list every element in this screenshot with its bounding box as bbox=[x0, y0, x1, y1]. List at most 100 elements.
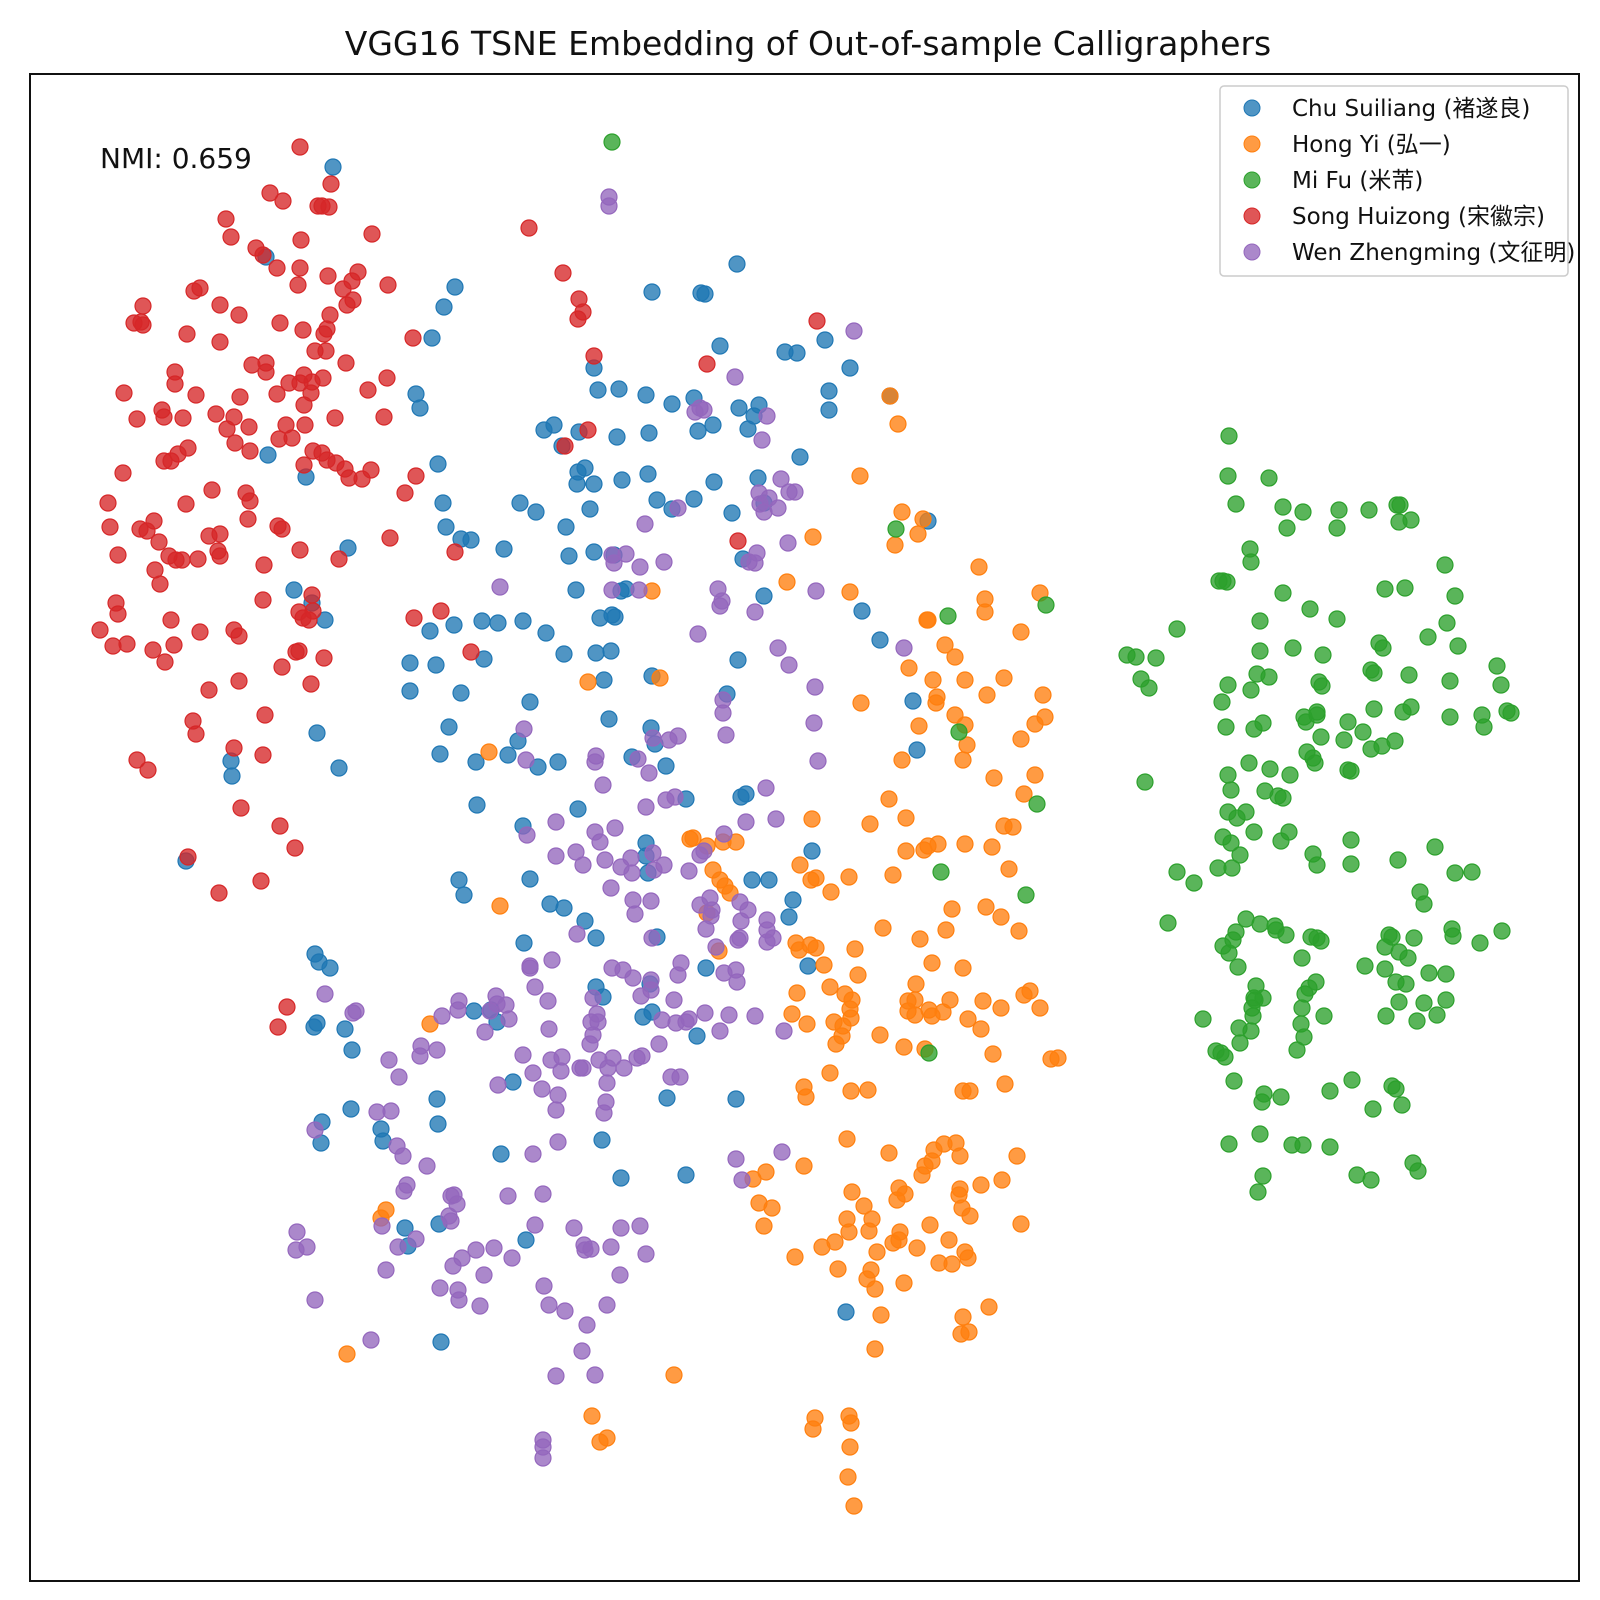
scatter-point bbox=[809, 752, 827, 770]
scatter-point bbox=[1293, 949, 1311, 967]
scatter-point bbox=[806, 678, 824, 696]
scatter-point bbox=[940, 1231, 958, 1249]
scatter-point bbox=[375, 408, 393, 426]
scatter-point bbox=[1219, 676, 1237, 694]
scatter-point bbox=[943, 900, 961, 918]
scatter-point bbox=[429, 1115, 447, 1133]
scatter-point bbox=[640, 424, 658, 442]
scatter-point bbox=[1307, 973, 1325, 991]
scatter-point bbox=[786, 483, 804, 501]
scatter-point bbox=[187, 725, 205, 743]
scatter-point bbox=[769, 639, 787, 657]
scatter-point bbox=[1383, 1077, 1401, 1095]
scatter-point bbox=[956, 671, 974, 689]
scatter-point bbox=[637, 798, 655, 816]
scatter-point bbox=[636, 515, 654, 533]
scatter-point bbox=[576, 912, 594, 930]
scatter-point bbox=[405, 609, 423, 627]
legend-marker bbox=[1243, 135, 1261, 153]
scatter-point bbox=[978, 686, 996, 704]
scatter-point bbox=[628, 1049, 646, 1067]
scatter-point bbox=[1251, 612, 1269, 630]
scatter-point bbox=[1261, 760, 1279, 778]
scatter-point bbox=[788, 984, 806, 1002]
scatter-point bbox=[421, 622, 439, 640]
scatter-point bbox=[568, 475, 586, 493]
scatter-point bbox=[1037, 596, 1055, 614]
scatter-point bbox=[605, 554, 623, 572]
scatter-point bbox=[946, 648, 964, 666]
scatter-point bbox=[241, 492, 259, 510]
legend-marker bbox=[1243, 171, 1261, 189]
scatter-point bbox=[778, 573, 796, 591]
scatter-point bbox=[1266, 917, 1284, 935]
scatter-point bbox=[1251, 642, 1269, 660]
scatter-point bbox=[889, 415, 907, 433]
scatter-point bbox=[222, 228, 240, 246]
scatter-point bbox=[954, 1082, 972, 1100]
scatter-point bbox=[773, 1143, 791, 1161]
scatter-point bbox=[884, 1234, 902, 1252]
scatter-point bbox=[895, 1038, 913, 1056]
scatter-point bbox=[645, 861, 663, 879]
scatter-point bbox=[1376, 960, 1394, 978]
scatter-point bbox=[503, 1249, 521, 1267]
scatter-point bbox=[757, 779, 775, 797]
scatter-point bbox=[1219, 467, 1237, 485]
scatter-point bbox=[1283, 1136, 1301, 1154]
scatter-point bbox=[380, 1051, 398, 1069]
scatter-point bbox=[257, 363, 275, 381]
legend: Chu Suiliang (褚遂良) Hong Yi (弘一) Mi Fu (米芾)… bbox=[1219, 85, 1575, 277]
legend-label: Chu Suiliang (褚遂良) bbox=[1292, 96, 1530, 122]
scatter-point bbox=[291, 541, 309, 559]
scatter-point bbox=[608, 428, 626, 446]
scatter-point bbox=[791, 448, 809, 466]
scatter-point bbox=[569, 800, 587, 818]
scatter-point bbox=[586, 1366, 604, 1384]
scatter-point bbox=[783, 1005, 801, 1023]
scatter-point bbox=[651, 669, 669, 687]
scatter-point bbox=[549, 1086, 567, 1104]
scatter-point bbox=[231, 388, 249, 406]
legend-label: Hong Yi (弘一) bbox=[1292, 132, 1451, 158]
scatter-point bbox=[487, 987, 505, 1005]
scatter-point bbox=[640, 764, 658, 782]
scatter-point bbox=[1312, 728, 1330, 746]
scatter-point bbox=[114, 464, 132, 482]
scatter-point bbox=[757, 1163, 775, 1181]
scatter-point bbox=[294, 321, 312, 339]
scatter-point bbox=[1242, 681, 1260, 699]
scatter-point bbox=[557, 518, 575, 536]
scatter-point bbox=[306, 1291, 324, 1309]
scatter-point bbox=[1391, 496, 1409, 514]
scatter-point bbox=[445, 616, 463, 634]
scatter-point bbox=[362, 461, 380, 479]
scatter-point bbox=[893, 503, 911, 521]
scatter-point bbox=[547, 1101, 565, 1119]
scatter-point bbox=[1219, 766, 1237, 784]
scatter-point bbox=[1222, 834, 1240, 852]
scatter-point bbox=[1229, 958, 1247, 976]
scatter-point bbox=[428, 1090, 446, 1108]
scatter-point bbox=[252, 872, 270, 890]
scatter-point bbox=[658, 1089, 676, 1107]
scatter-point bbox=[1409, 1162, 1427, 1180]
scatter-point bbox=[1342, 855, 1360, 873]
scatter-point bbox=[807, 869, 825, 887]
scatter-point bbox=[342, 1100, 360, 1118]
scatter-point bbox=[179, 848, 197, 866]
legend-marker bbox=[1243, 99, 1261, 117]
scatter-point bbox=[871, 631, 889, 649]
scatter-point bbox=[758, 407, 776, 425]
scatter-point bbox=[527, 503, 545, 521]
scatter-point bbox=[187, 386, 205, 404]
scatter-point bbox=[1328, 610, 1346, 628]
scatter-point bbox=[433, 1007, 451, 1025]
scatter-point bbox=[210, 884, 228, 902]
scatter-point bbox=[932, 863, 950, 881]
scatter-point bbox=[784, 891, 802, 909]
scatter-point bbox=[139, 761, 157, 779]
scatter-point bbox=[471, 1297, 489, 1315]
scatter-point bbox=[101, 518, 119, 536]
scatter-point bbox=[315, 649, 333, 667]
